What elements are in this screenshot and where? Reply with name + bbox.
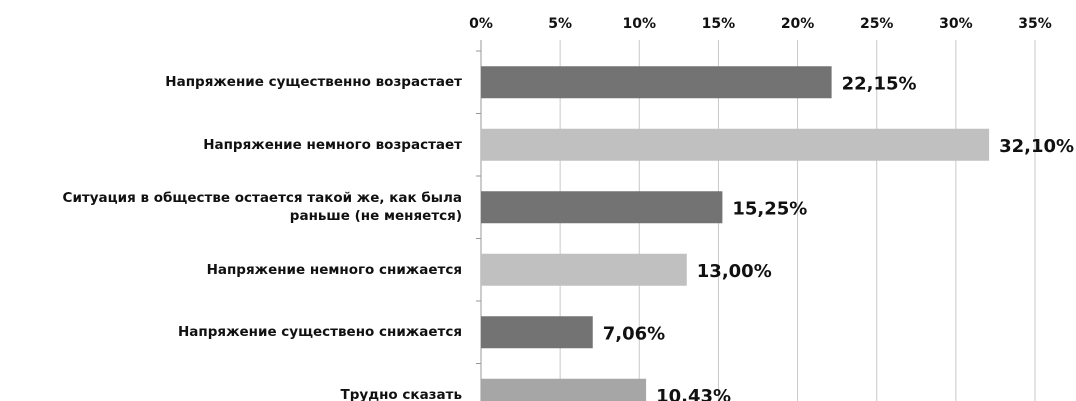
data-label: 10,43% bbox=[656, 386, 731, 401]
data-label: 32,10% bbox=[999, 136, 1074, 157]
x-tick-label: 20% bbox=[781, 16, 815, 32]
data-label: 22,15% bbox=[842, 73, 917, 94]
data-label: 13,00% bbox=[697, 261, 772, 282]
x-tick-label: 10% bbox=[623, 16, 657, 32]
y-tick-label: Напряжение существенно возрастает bbox=[165, 74, 462, 91]
y-tick-label: Трудно сказать bbox=[340, 386, 462, 401]
bar bbox=[481, 316, 593, 349]
y-tick-label: Напряжение существено снижается bbox=[178, 324, 462, 341]
x-tick-label: 15% bbox=[702, 16, 736, 32]
data-label: 7,06% bbox=[603, 323, 665, 344]
bar bbox=[481, 128, 990, 161]
x-tick-label: 5% bbox=[548, 16, 572, 32]
x-tick-label: 35% bbox=[1018, 16, 1052, 32]
x-tick-label: 0% bbox=[469, 16, 493, 32]
y-tick-label: Напряжение немного снижается bbox=[206, 261, 462, 278]
x-tick-label: 25% bbox=[860, 16, 894, 32]
y-tick-label: Напряжение немного возрастает bbox=[203, 136, 462, 153]
data-label: 15,25% bbox=[732, 198, 807, 219]
bar bbox=[481, 378, 647, 401]
bar bbox=[481, 253, 687, 286]
x-tick-label: 30% bbox=[939, 16, 973, 32]
bar bbox=[481, 191, 723, 224]
y-tick-label: Ситуация в обществе остается такой же, к… bbox=[62, 190, 462, 225]
bar bbox=[481, 66, 832, 99]
